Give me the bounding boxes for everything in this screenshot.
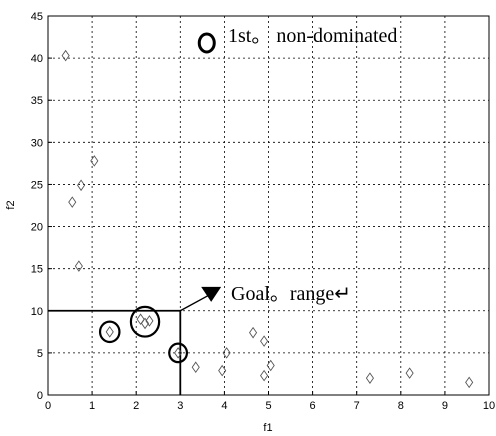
x-tick-label: 6 [310, 400, 316, 412]
diamond-point [260, 369, 269, 382]
diamond-point [61, 49, 70, 62]
y-tick-label: 20 [31, 222, 43, 234]
diamond-point [174, 347, 183, 359]
x-tick-label: 7 [354, 400, 360, 412]
y-tick-label: 5 [37, 348, 43, 360]
diamond-point [266, 359, 275, 372]
x-tick-label: 3 [177, 400, 183, 412]
y-tick-label: 35 [31, 95, 43, 107]
diamond-point [365, 372, 374, 384]
non-dominated-circle [98, 320, 121, 344]
x-tick-label: 10 [483, 400, 495, 412]
x-tick-label: 4 [221, 400, 227, 412]
goal-arrow-line [179, 293, 212, 312]
diamond-point [405, 367, 414, 379]
diamond-point [191, 361, 200, 373]
x-tick-label: 9 [442, 400, 448, 412]
y-tick-label: 45 [31, 11, 43, 23]
non-dominated-circles [98, 305, 189, 364]
diamond-point [105, 326, 114, 338]
y-tick-label: 10 [31, 306, 43, 318]
diamond-point [465, 376, 474, 389]
x-tick-label: 1 [89, 400, 95, 412]
diamond-point [77, 179, 86, 192]
y-axis-label: f2 [5, 200, 17, 209]
y-tick-label: 30 [31, 137, 43, 149]
y-tick-label: 40 [31, 53, 43, 65]
diamond-point [218, 364, 227, 377]
goal-range-label: Goal。range↵ [231, 283, 351, 305]
x-tick-label: 2 [133, 400, 139, 412]
y-tick-label: 25 [31, 179, 43, 191]
x-tick-label: 0 [45, 400, 51, 412]
data-points [61, 49, 474, 389]
y-tick-label: 15 [31, 264, 43, 276]
non-dominated-circle [129, 305, 161, 338]
diamond-point [260, 335, 269, 347]
diamond-point [68, 196, 77, 208]
legend-circle-marker [197, 32, 216, 54]
legend-annotation: 1st。 non-dominated [197, 25, 397, 54]
x-tick-label: 8 [398, 400, 404, 412]
diamond-point [249, 326, 258, 339]
x-axis-label: f1 [263, 422, 272, 434]
x-tick-label: 5 [265, 400, 271, 412]
diamond-point [74, 260, 83, 272]
y-ticks: 0 5 10 15 20 25 30 35 40 45 [31, 11, 52, 402]
legend-text: 1st。 non-dominated [228, 25, 397, 47]
goal-arrow [179, 286, 222, 312]
x-ticks: 0 1 2 3 4 5 6 7 8 9 10 [45, 391, 495, 412]
non-dominated-circle [168, 342, 189, 364]
diamond-point [222, 347, 231, 359]
diamond-point [140, 317, 150, 330]
y-tick-label: 0 [37, 390, 43, 402]
diamond-point [90, 155, 99, 167]
goal-arrow-head [201, 286, 222, 302]
diamond-point [145, 315, 154, 327]
diamond-point [136, 313, 145, 325]
